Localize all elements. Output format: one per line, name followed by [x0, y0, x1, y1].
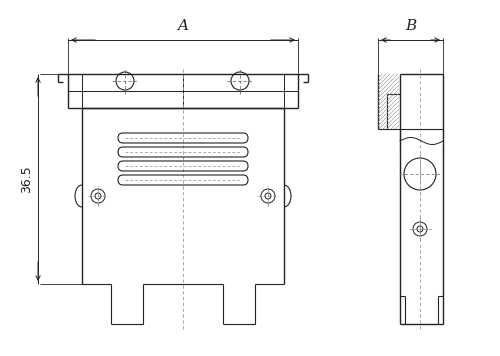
- Text: B: B: [405, 19, 416, 33]
- Text: 36.5: 36.5: [20, 165, 33, 193]
- Text: A: A: [178, 19, 188, 33]
